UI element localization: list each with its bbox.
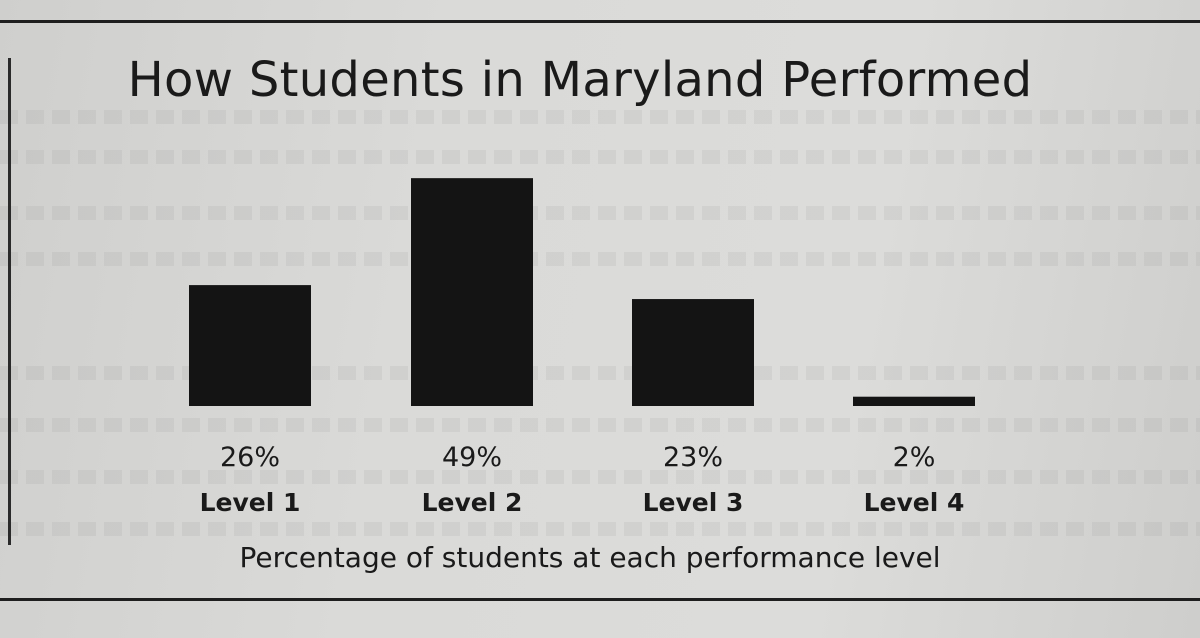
category-label: Level 3 (643, 488, 744, 517)
chart-title: How Students in Maryland Performed (127, 52, 1033, 108)
bar-level-2 (411, 178, 533, 406)
bar-level-1 (189, 285, 311, 406)
bar-level-4 (853, 396, 975, 406)
data-label: 26% (220, 442, 280, 473)
category-label: Level 2 (422, 488, 523, 517)
data-label: 2% (893, 442, 936, 473)
bleed-through-text (0, 418, 1200, 432)
bleed-through-text (0, 206, 1200, 220)
data-label: 49% (442, 442, 502, 473)
category-label: Level 4 (864, 488, 965, 517)
bleed-through-text (0, 522, 1200, 536)
top-rule (0, 20, 1200, 23)
bleed-through-text (0, 150, 1200, 164)
bar-level-3 (632, 299, 754, 406)
x-axis-label: Percentage of students at each performan… (239, 541, 941, 574)
bleed-through-text (0, 110, 1200, 124)
frame-left-border (8, 58, 11, 545)
bleed-through-text (0, 470, 1200, 484)
bottom-rule (0, 598, 1200, 601)
category-label: Level 1 (200, 488, 301, 517)
data-label: 23% (663, 442, 723, 473)
bleed-through-text (0, 252, 1200, 266)
